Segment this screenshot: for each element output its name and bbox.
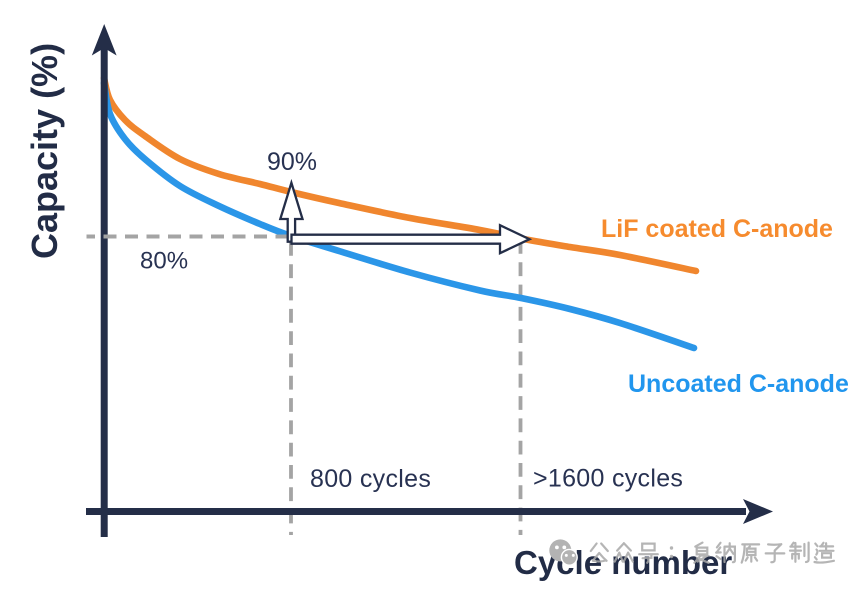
svg-text:800 cycles: 800 cycles [310,465,431,493]
svg-text:80%: 80% [140,248,188,275]
svg-text:Capacity (%): Capacity (%) [24,43,65,259]
svg-text:LiF coated C-anode: LiF coated C-anode [601,215,833,243]
svg-text:Uncoated C-anode: Uncoated C-anode [628,370,849,398]
svg-text:>1600 cycles: >1600 cycles [533,465,683,493]
svg-text:90%: 90% [267,148,317,176]
